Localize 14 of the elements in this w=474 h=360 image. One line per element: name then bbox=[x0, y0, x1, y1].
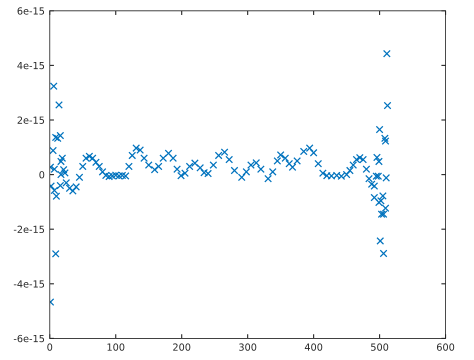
x-tick-label: 600 bbox=[436, 343, 454, 351]
x-tick-label: 400 bbox=[304, 343, 322, 351]
y-tick-label: 4e-15 bbox=[17, 62, 44, 70]
y-tick-label: -6e-15 bbox=[14, 334, 44, 342]
y-tick-label: 2e-15 bbox=[18, 116, 44, 124]
y-tick-label: 0 bbox=[39, 171, 44, 178]
y-tick-label: -2e-15 bbox=[14, 226, 44, 234]
y-tick-label: -4e-15 bbox=[14, 280, 44, 288]
x-tick-label: 0 bbox=[47, 343, 52, 351]
x-tick-label: 300 bbox=[239, 343, 256, 351]
x-tick-label: 200 bbox=[173, 343, 190, 351]
y-tick-label: 6e-15 bbox=[18, 7, 44, 15]
x-tick-label: 500 bbox=[371, 343, 388, 351]
x-tick-label: 100 bbox=[108, 343, 124, 351]
